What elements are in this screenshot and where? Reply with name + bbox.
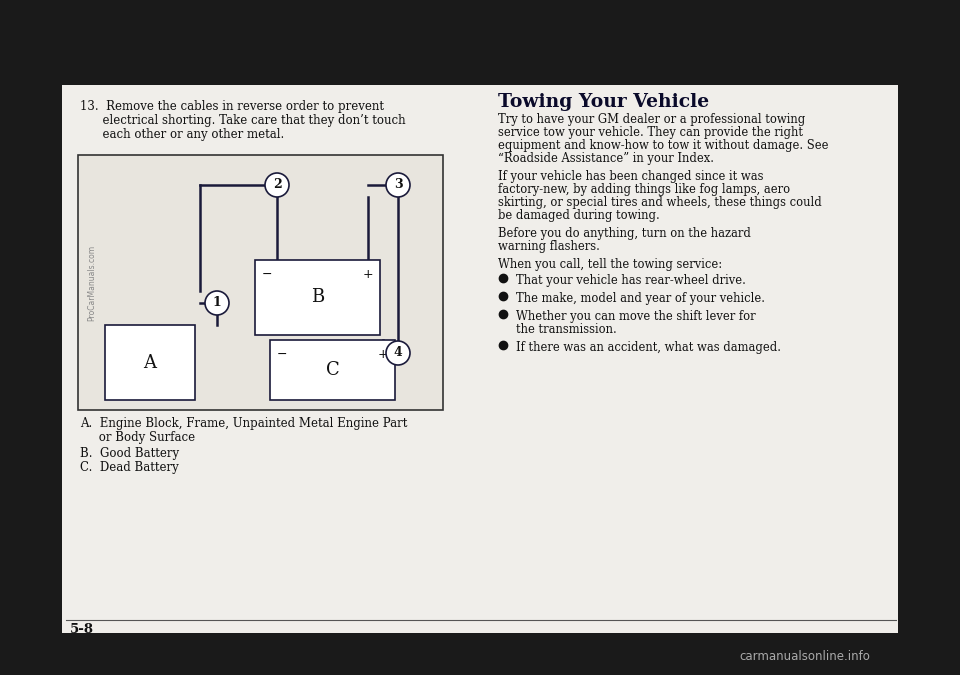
Circle shape	[205, 291, 229, 315]
Text: That your vehicle has rear-wheel drive.: That your vehicle has rear-wheel drive.	[516, 274, 746, 287]
Text: C: C	[325, 361, 340, 379]
Text: 13.  Remove the cables in reverse order to prevent: 13. Remove the cables in reverse order t…	[80, 100, 384, 113]
Text: Towing Your Vehicle: Towing Your Vehicle	[498, 93, 709, 111]
Bar	[62, 85, 898, 633]
Text: be damaged during towing.: be damaged during towing.	[498, 209, 660, 222]
Text: 2: 2	[273, 178, 281, 192]
Text: Before you do anything, turn on the hazard: Before you do anything, turn on the haza…	[498, 227, 751, 240]
Text: 5-8: 5-8	[70, 623, 94, 636]
Text: factory-new, by adding things like fog lamps, aero: factory-new, by adding things like fog l…	[498, 183, 790, 196]
Text: warning flashers.: warning flashers.	[498, 240, 600, 253]
Text: When you call, tell the towing service:: When you call, tell the towing service:	[498, 258, 722, 271]
Text: skirting, or special tires and wheels, these things could: skirting, or special tires and wheels, t…	[498, 196, 822, 209]
Text: service tow your vehicle. They can provide the right: service tow your vehicle. They can provi…	[498, 126, 803, 139]
Circle shape	[386, 173, 410, 197]
Text: If there was an accident, what was damaged.: If there was an accident, what was damag…	[516, 341, 781, 354]
Text: The make, model and year of your vehicle.: The make, model and year of your vehicle…	[516, 292, 765, 305]
Text: +: +	[362, 268, 373, 281]
Text: “Roadside Assistance” in your Index.: “Roadside Assistance” in your Index.	[498, 152, 714, 165]
Text: each other or any other metal.: each other or any other metal.	[80, 128, 284, 141]
Text: or Body Surface: or Body Surface	[80, 431, 195, 444]
Text: 1: 1	[212, 296, 222, 310]
Text: carmanualsonline.info: carmanualsonline.info	[739, 651, 870, 664]
Bar	[270, 340, 395, 400]
Text: −: −	[277, 348, 287, 361]
Bar	[255, 260, 380, 335]
Bar	[78, 155, 443, 410]
Text: equipment and know-how to tow it without damage. See: equipment and know-how to tow it without…	[498, 139, 828, 152]
Bar	[105, 325, 195, 400]
Text: Whether you can move the shift lever for: Whether you can move the shift lever for	[516, 310, 756, 323]
Text: electrical shorting. Take care that they don’t touch: electrical shorting. Take care that they…	[80, 114, 406, 127]
Circle shape	[265, 173, 289, 197]
Text: If your vehicle has been changed since it was: If your vehicle has been changed since i…	[498, 170, 763, 183]
Circle shape	[386, 341, 410, 365]
Text: ProCarManuals.com: ProCarManuals.com	[87, 244, 97, 321]
Text: −: −	[262, 268, 273, 281]
Text: A: A	[143, 354, 156, 371]
Text: Try to have your GM dealer or a professional towing: Try to have your GM dealer or a professi…	[498, 113, 805, 126]
Text: B.  Good Battery: B. Good Battery	[80, 447, 180, 460]
Text: C.  Dead Battery: C. Dead Battery	[80, 461, 179, 474]
Text: the transmission.: the transmission.	[516, 323, 616, 336]
Text: +: +	[377, 348, 388, 361]
Text: 4: 4	[394, 346, 402, 360]
Text: A.  Engine Block, Frame, Unpainted Metal Engine Part: A. Engine Block, Frame, Unpainted Metal …	[80, 417, 407, 430]
Text: 3: 3	[394, 178, 402, 192]
Text: B: B	[311, 288, 324, 306]
